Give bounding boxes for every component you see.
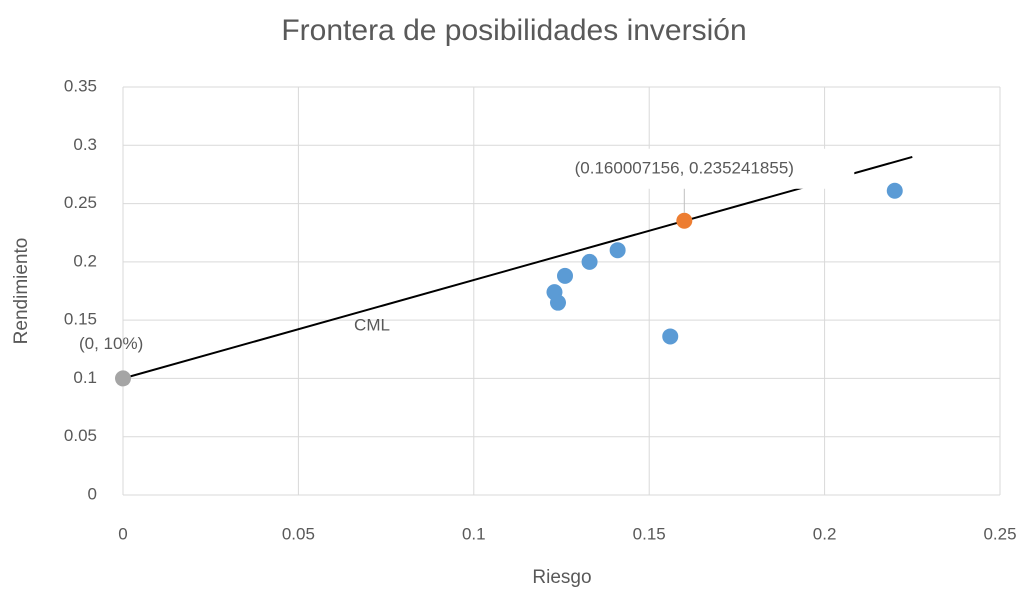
data-point (676, 212, 693, 229)
y-tick-label: 0.35 (64, 76, 97, 95)
y-tick-label: 0.1 (73, 368, 97, 387)
data-point (557, 267, 574, 284)
x-tick-label: 0.1 (462, 524, 486, 543)
cml-line (122, 155, 913, 380)
y-tick-label: 0 (88, 484, 97, 503)
x-tick-label: 0.25 (983, 524, 1016, 543)
data-point (549, 294, 566, 311)
data-point (115, 370, 131, 387)
y-tick-label: 0.25 (64, 193, 97, 212)
data-point (886, 182, 903, 199)
y-axis-title: Rendimiento (11, 238, 32, 345)
data-point (662, 328, 679, 345)
annotation: CML (354, 315, 390, 334)
x-axis-title: Riesgo (532, 567, 591, 588)
data-label: (0, 10%) (79, 334, 143, 353)
x-tick-label: 0 (118, 524, 127, 543)
x-tick-label: 0.15 (633, 524, 666, 543)
label-background (514, 148, 855, 189)
y-tick-label: 0.3 (73, 135, 97, 154)
x-tick-label: 0.05 (282, 524, 315, 543)
y-tick-label: 0.05 (64, 426, 97, 445)
data-point (609, 242, 626, 259)
data-point (581, 253, 598, 270)
y-tick-label: 0.2 (73, 251, 97, 270)
y-tick-label: 0.15 (64, 310, 97, 329)
data-label: (0.160007156, 0.235241855) (575, 158, 794, 177)
chart-title: Frontera de posibilidades inversión (281, 14, 746, 47)
x-tick-label: 0.2 (813, 524, 837, 543)
